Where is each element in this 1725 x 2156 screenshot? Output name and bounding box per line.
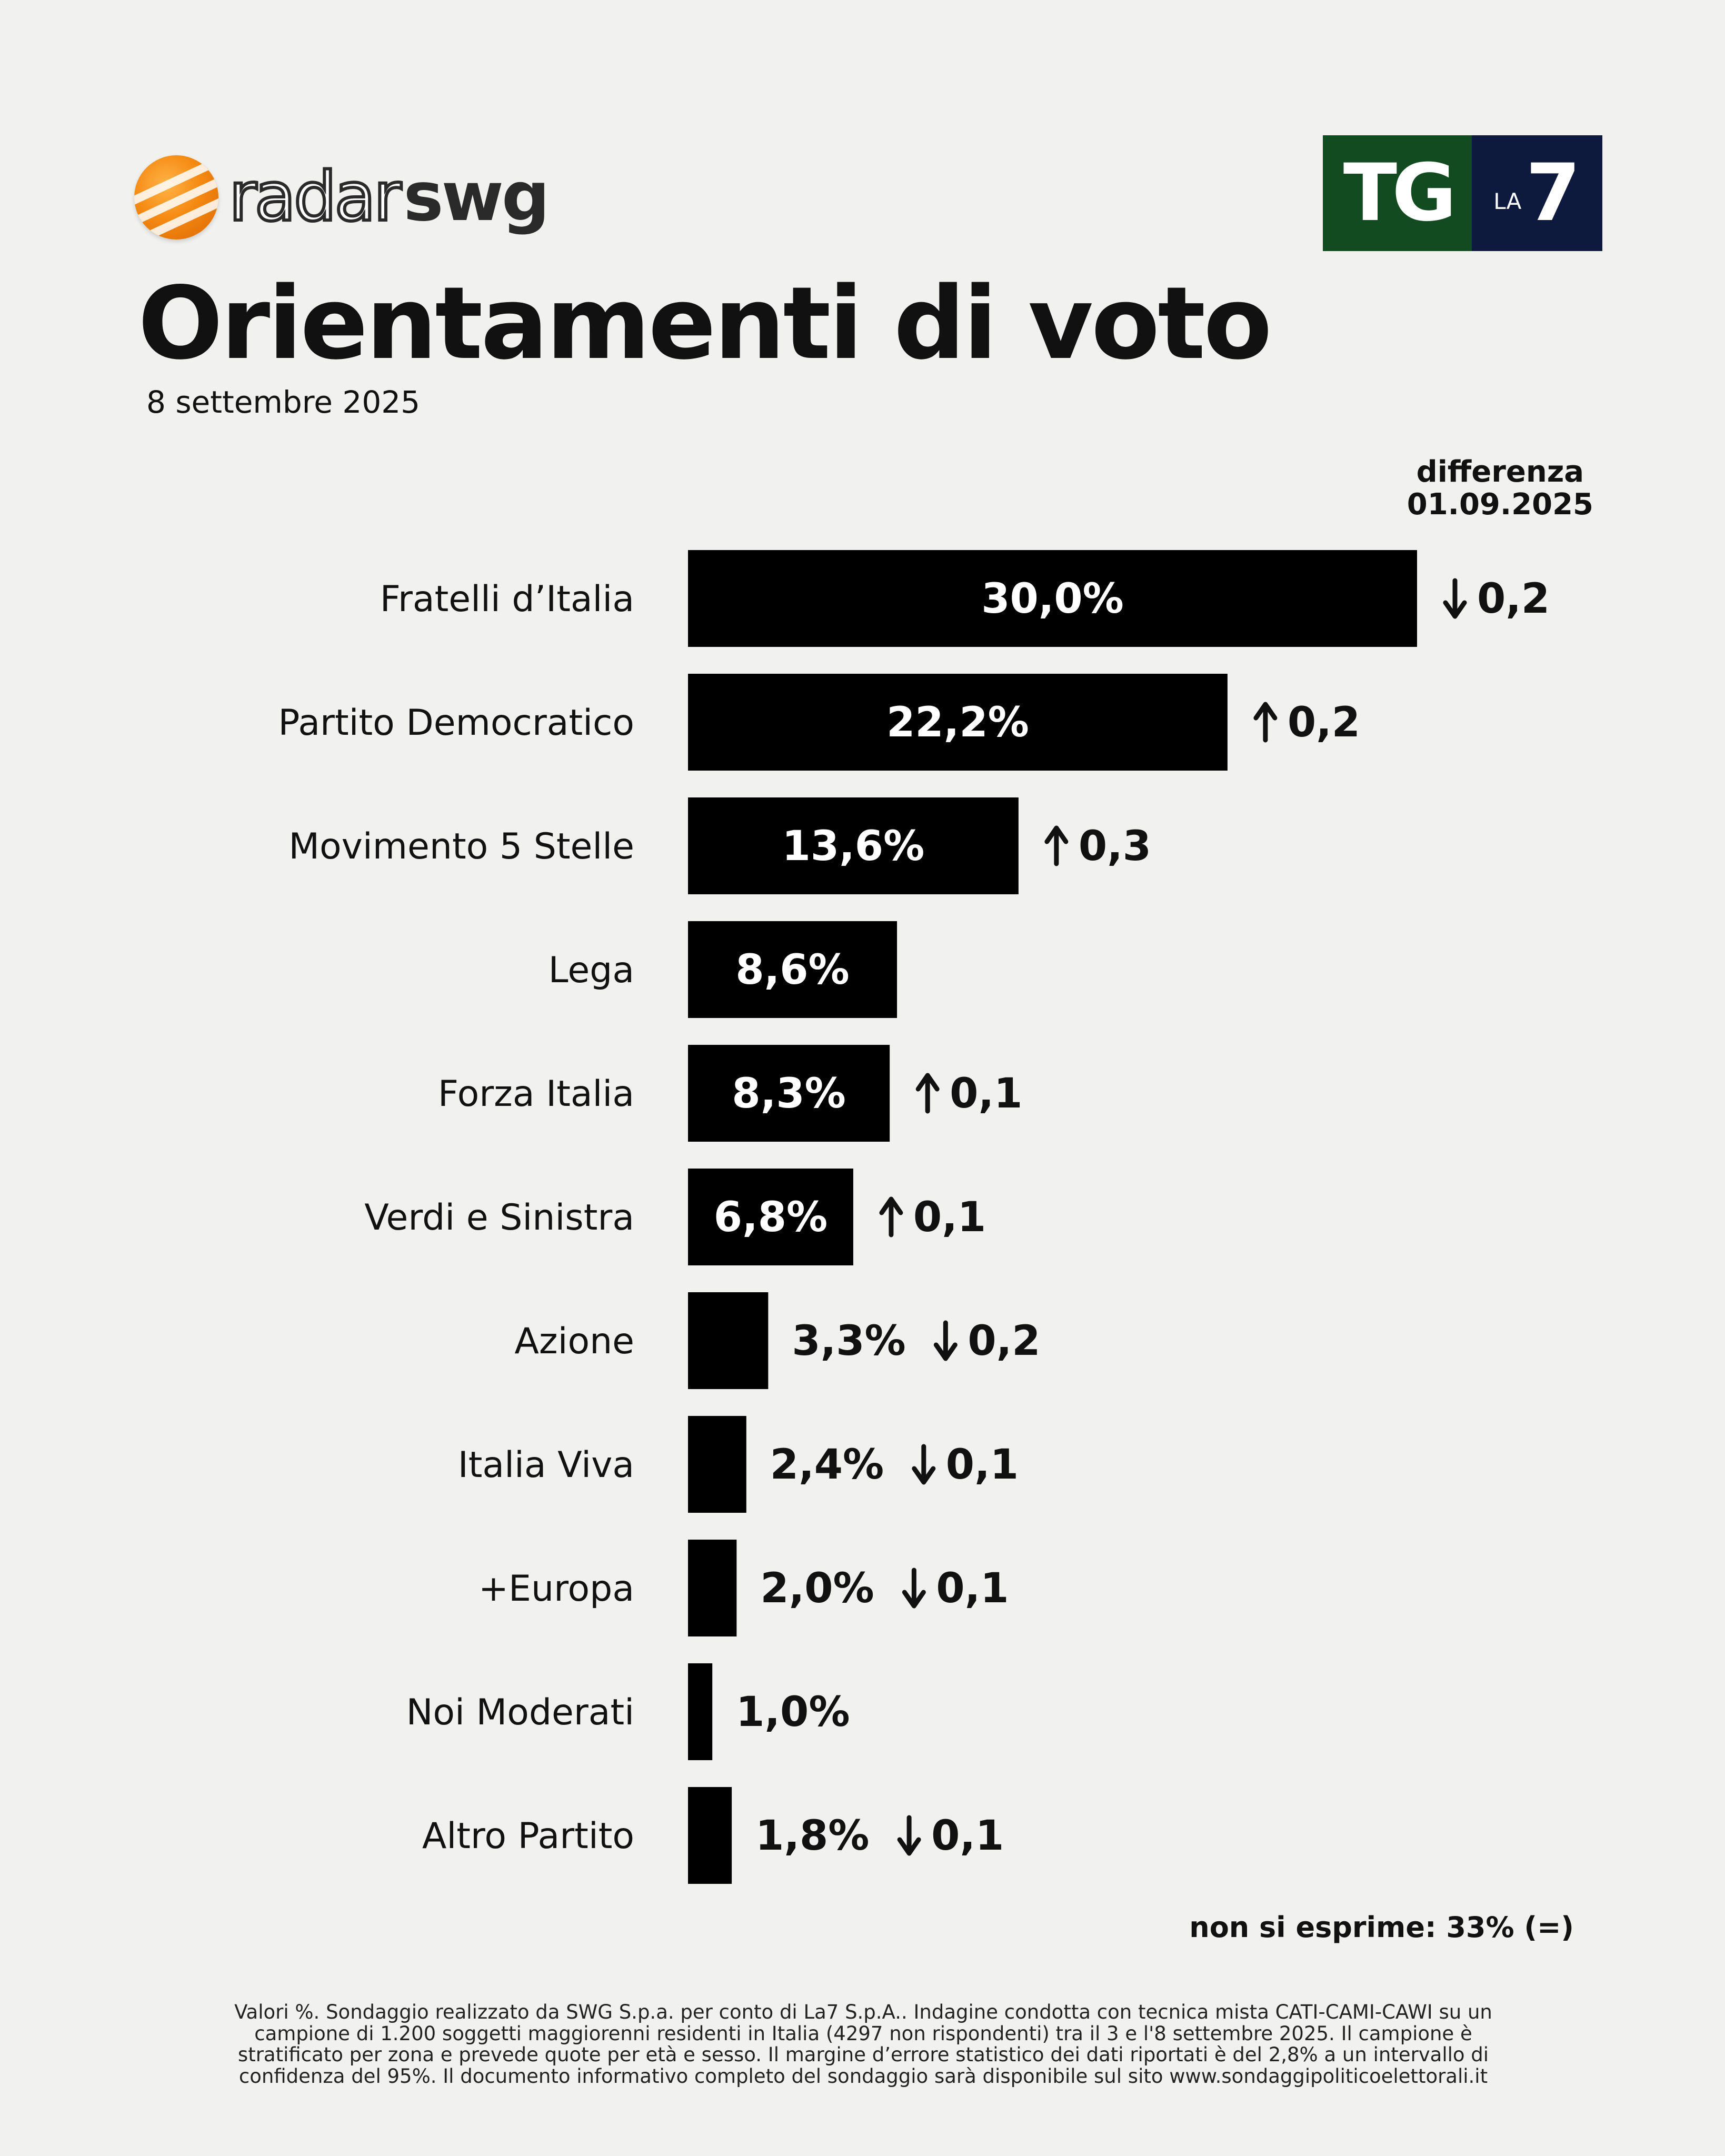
category-label: Azione	[514, 1321, 634, 1362]
arrow-down-icon	[912, 1444, 936, 1485]
arrow-down-icon	[897, 1815, 921, 1856]
la7-block: LA 7	[1472, 135, 1602, 251]
bar	[688, 797, 1019, 894]
arrow-down-icon	[1443, 578, 1467, 619]
change-value: 0,1	[913, 1194, 986, 1241]
arrow-up-icon	[1044, 825, 1069, 866]
tg-la7-logo: TG LA 7	[1323, 135, 1602, 251]
bar	[688, 1292, 769, 1389]
category-label: Forza Italia	[438, 1073, 634, 1115]
survey-date: 8 settembre 2025	[146, 384, 421, 420]
bar	[688, 1787, 732, 1884]
arrow-up-icon	[879, 1196, 903, 1237]
non-expressed-note: non si esprime: 33% (=)	[1189, 1911, 1574, 1944]
bar	[688, 1663, 713, 1760]
arrow-up-icon	[915, 1073, 940, 1114]
value-label: 3,3%	[792, 1317, 905, 1365]
bar	[688, 1045, 890, 1142]
globe-icon	[134, 155, 218, 239]
change-value: 0,1	[936, 1565, 1009, 1612]
swg-wordmark: radarswg	[227, 162, 550, 233]
value-label: 8,3%	[732, 1070, 845, 1117]
category-label: Partito Democratico	[278, 702, 634, 744]
value-label: 8,6%	[735, 946, 849, 994]
bar	[688, 921, 898, 1018]
bar	[688, 1416, 746, 1513]
methodology-footnote: Valori %. Sondaggio realizzato da SWG S.…	[234, 2001, 1492, 2088]
tg-block: TG	[1323, 135, 1472, 251]
category-label: Italia Viva	[458, 1444, 634, 1486]
category-label: Noi Moderati	[406, 1692, 634, 1733]
value-label: 1,8%	[755, 1812, 869, 1860]
brand-swg: swg	[403, 158, 550, 236]
vote-bar-chart: Fratelli d’Italia 30,0% 0,2 Partito Democra…	[278, 550, 1550, 1884]
difference-label: differenza	[1416, 455, 1584, 489]
change-value: 0,2	[968, 1317, 1040, 1365]
value-label: 2,4%	[770, 1441, 884, 1489]
arrow-down-icon	[902, 1568, 926, 1609]
change-value: 0,2	[1288, 699, 1360, 746]
value-label: 30,0%	[981, 575, 1124, 623]
change-value: 0,1	[946, 1441, 1019, 1489]
change-value: 0,1	[950, 1070, 1022, 1117]
la-text: LA	[1493, 188, 1522, 214]
bar	[688, 674, 1228, 771]
value-label: 6,8%	[714, 1194, 827, 1241]
category-label: Movimento 5 Stelle	[288, 826, 634, 867]
bar	[688, 550, 1417, 647]
category-label: Lega	[549, 950, 634, 991]
difference-date: 01.09.2025	[1407, 487, 1593, 522]
bar	[688, 1169, 853, 1265]
change-value: 0,2	[1477, 575, 1550, 623]
change-value: 0,1	[931, 1812, 1004, 1860]
value-label: 13,6%	[782, 823, 925, 870]
category-label: Fratelli d’Italia	[380, 578, 634, 620]
value-label: 22,2%	[886, 699, 1029, 746]
difference-header: differenza 01.09.2025	[1407, 456, 1593, 521]
bar	[688, 1540, 737, 1636]
swg-logo: radarswg	[134, 153, 550, 242]
change-value: 0,3	[1079, 823, 1151, 870]
brand-radar: radar	[227, 158, 403, 236]
value-label: 1,0%	[736, 1689, 850, 1736]
value-label: 2,0%	[760, 1565, 874, 1612]
arrow-down-icon	[933, 1320, 958, 1361]
seven-text: 7	[1525, 147, 1581, 239]
category-label: +Europa	[478, 1568, 634, 1610]
arrow-up-icon	[1253, 702, 1278, 743]
category-label: Altro Partito	[422, 1815, 634, 1857]
category-label: Verdi e Sinistra	[364, 1197, 634, 1239]
page-title: Orientamenti di voto	[138, 265, 1272, 382]
